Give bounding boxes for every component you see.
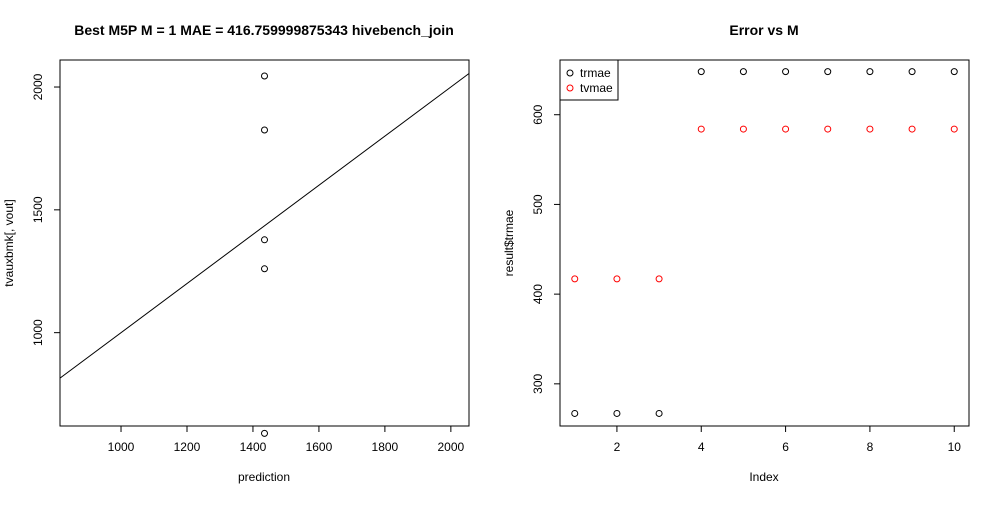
legend-label-tvmae: tvmae <box>580 81 613 95</box>
right-x-tick-label: 10 <box>948 440 962 454</box>
right-point-tvmae <box>866 125 874 133</box>
right-y-axis: 300 400 500 600 <box>531 104 560 394</box>
left-point-observed <box>261 72 268 80</box>
right-point-trmae <box>782 68 790 76</box>
left-point-observed <box>261 126 268 134</box>
left-x-tick-label: 1000 <box>108 440 135 454</box>
legend-marker-tvmae <box>566 84 574 92</box>
left-reference-line <box>59 73 470 379</box>
right-point-trmae <box>908 68 916 76</box>
right-point-tvmae <box>739 125 747 133</box>
left-x-tick-label: 1200 <box>174 440 201 454</box>
right-y-tick-label: 300 <box>531 374 545 394</box>
right-point-tvmae <box>571 275 579 283</box>
right-plot-box <box>559 59 970 427</box>
right-x-tick-label: 8 <box>867 440 874 454</box>
right-point-trmae <box>950 68 958 76</box>
left-y-tick-label: 2000 <box>31 73 45 100</box>
left-plot-box <box>59 59 470 427</box>
right-point-trmae <box>613 409 621 417</box>
right-point-trmae <box>571 409 579 417</box>
right-legend: trmae tvmae <box>559 59 619 101</box>
left-x-tick-label: 1800 <box>372 440 399 454</box>
right-point-tvmae <box>613 275 621 283</box>
right-point-tvmae <box>908 125 916 133</box>
right-point-trmae <box>866 68 874 76</box>
left-y-tick-label: 1000 <box>31 319 45 346</box>
left-scatter-panel: Best M5P M = 1 MAE = 416.759999875343 hi… <box>2 22 470 484</box>
right-point-trmae <box>655 409 663 417</box>
legend-label-trmae: trmae <box>580 66 611 80</box>
right-y-tick-label: 600 <box>531 104 545 124</box>
right-chart-title: Error vs M <box>729 22 798 38</box>
left-point-observed <box>261 265 268 273</box>
right-points <box>571 68 958 417</box>
legend-marker-trmae <box>566 69 574 77</box>
identity-line <box>59 73 470 379</box>
legend-box <box>559 59 619 101</box>
right-x-tick-label: 6 <box>782 440 789 454</box>
right-point-trmae <box>739 68 747 76</box>
left-point-observed <box>261 236 268 244</box>
left-x-axis-label: prediction <box>238 470 290 484</box>
left-x-tick-label: 1600 <box>306 440 333 454</box>
right-point-tvmae <box>782 125 790 133</box>
right-x-tick-label: 4 <box>698 440 705 454</box>
left-y-tick-label: 1500 <box>31 196 45 223</box>
right-y-tick-label: 400 <box>531 284 545 304</box>
right-x-axis-label: Index <box>749 470 778 484</box>
left-x-axis: 1000 1200 1400 1600 1800 2000 <box>108 426 465 454</box>
left-y-axis: 1000 1500 2000 <box>31 73 60 346</box>
right-scatter-panel: Error vs M 2 4 6 8 10 300 400 500 600 trmae tvm… <box>502 22 970 484</box>
right-x-axis: 2 4 6 8 10 <box>614 426 962 454</box>
left-point-observed <box>261 429 268 437</box>
right-point-trmae <box>697 68 705 76</box>
right-point-trmae <box>824 68 832 76</box>
right-point-tvmae <box>655 275 663 283</box>
left-x-tick-label: 2000 <box>438 440 465 454</box>
left-y-axis-label: tvauxbmk[, vout] <box>2 199 16 286</box>
right-y-axis-label: result$trmae <box>502 209 516 276</box>
right-point-tvmae <box>824 125 832 133</box>
right-point-tvmae <box>950 125 958 133</box>
left-points <box>261 72 268 437</box>
left-chart-title: Best M5P M = 1 MAE = 416.759999875343 hi… <box>74 22 454 38</box>
right-y-tick-label: 500 <box>531 194 545 214</box>
right-point-tvmae <box>697 125 705 133</box>
right-x-tick-label: 2 <box>614 440 621 454</box>
left-x-tick-label: 1400 <box>240 440 267 454</box>
